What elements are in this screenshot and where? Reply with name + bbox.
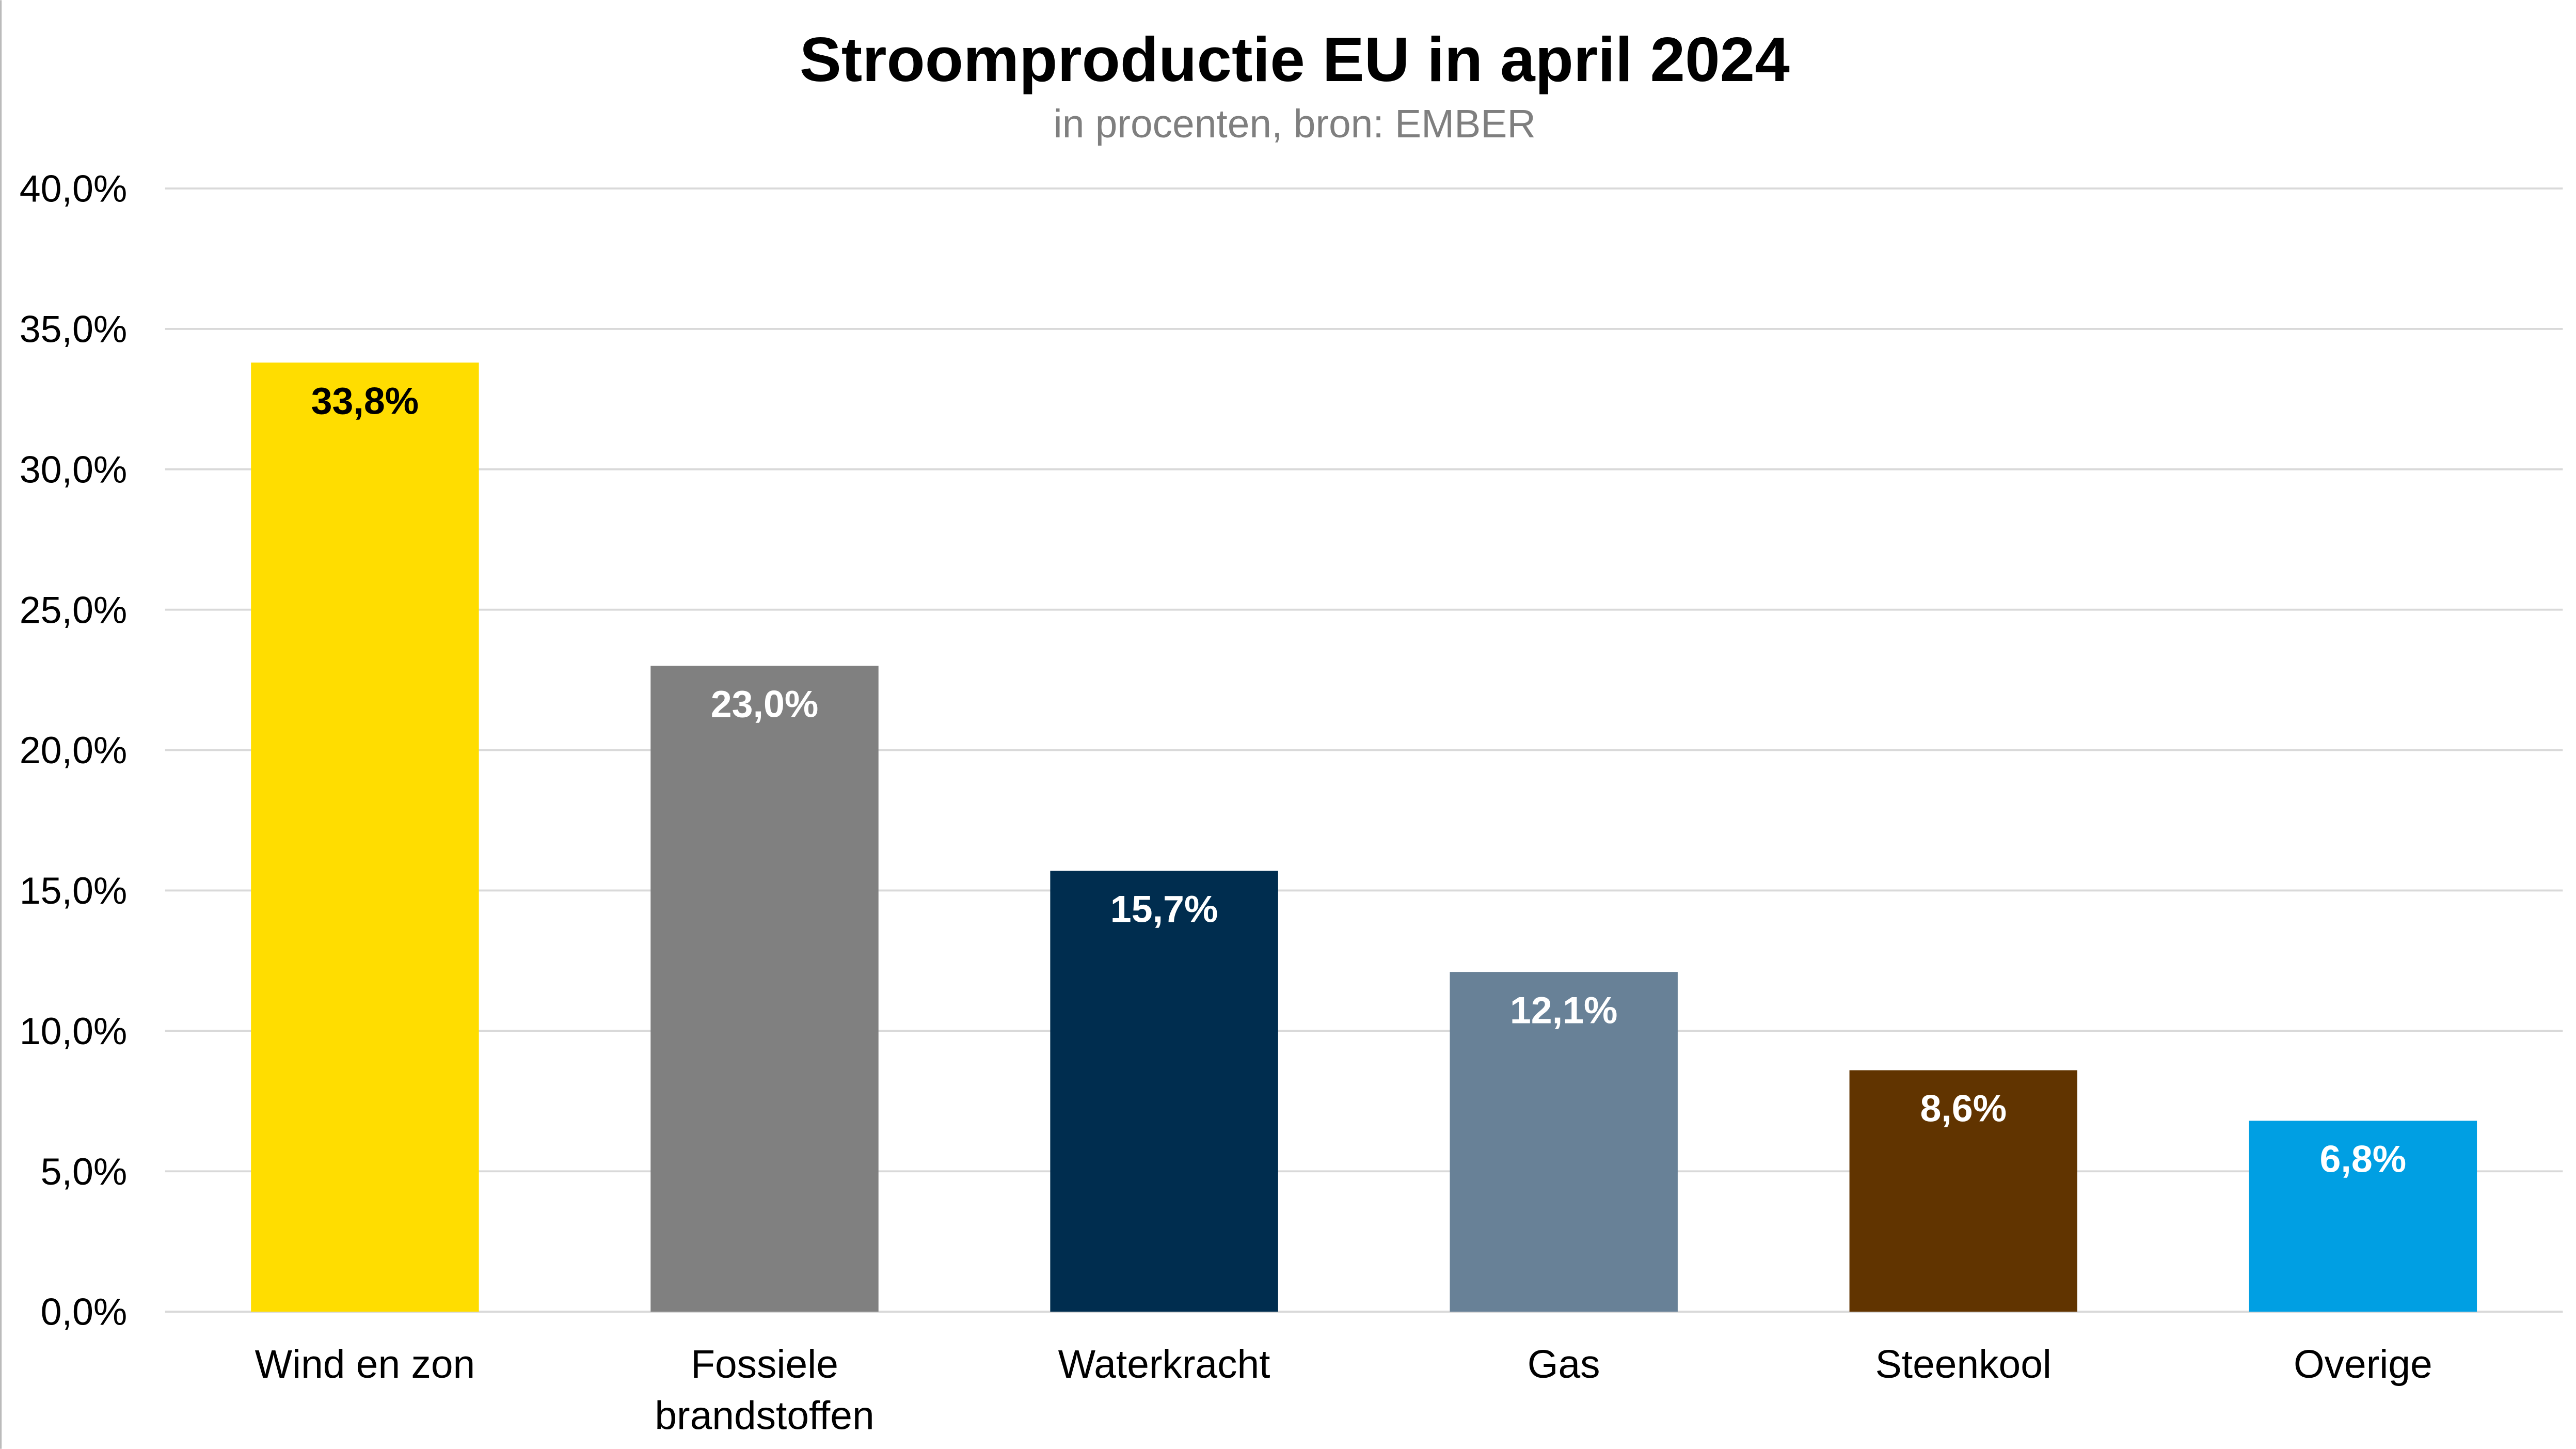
data-label: 6,8% xyxy=(2320,1138,2407,1180)
y-tick-label: 5,0% xyxy=(41,1150,128,1193)
bar xyxy=(1050,871,1278,1312)
data-label: 23,0% xyxy=(711,683,819,726)
y-tick-label: 15,0% xyxy=(20,869,128,912)
data-label: 15,7% xyxy=(1110,888,1218,931)
x-tick-label-line: brandstoffen xyxy=(655,1394,874,1438)
y-tick-label: 40,0% xyxy=(20,167,128,210)
x-tick-label-line: Gas xyxy=(1528,1343,1600,1387)
x-tick-label-line: Wind en zon xyxy=(255,1343,475,1387)
y-tick-label: 10,0% xyxy=(20,1010,128,1052)
x-tick-label-line: Waterkracht xyxy=(1058,1343,1270,1387)
chart-subtitle: in procenten, bron: EMBER xyxy=(1054,102,1536,146)
y-tick-label: 30,0% xyxy=(20,448,128,491)
x-tick-label: Steenkool xyxy=(1875,1343,2052,1387)
y-tick-label: 25,0% xyxy=(20,588,128,631)
y-tick-label: 20,0% xyxy=(20,729,128,771)
data-label: 33,8% xyxy=(311,379,419,422)
x-tick-label: Overige xyxy=(2294,1343,2432,1387)
x-tick-label: Wind en zon xyxy=(255,1343,475,1387)
data-label: 8,6% xyxy=(1920,1087,2007,1130)
x-tick-label-line: Overige xyxy=(2294,1343,2432,1387)
x-tick-label: Gas xyxy=(1528,1343,1600,1387)
x-tick-label: Fossiele brandstoffen xyxy=(655,1343,874,1438)
y-tick-label: 35,0% xyxy=(20,307,128,350)
bar xyxy=(2249,1121,2477,1312)
chart-title: Stroomproductie EU in april 2024 xyxy=(800,24,1790,94)
x-tick-label: Waterkracht xyxy=(1058,1343,1270,1387)
x-tick-label-line: Steenkool xyxy=(1875,1343,2052,1387)
bar xyxy=(1849,1070,2077,1312)
data-label: 12,1% xyxy=(1510,988,1618,1031)
bar xyxy=(251,363,479,1312)
bar xyxy=(1450,972,1678,1312)
y-tick-label: 0,0% xyxy=(41,1290,128,1333)
bar xyxy=(650,666,879,1312)
x-tick-label-line: Fossiele xyxy=(691,1343,838,1387)
